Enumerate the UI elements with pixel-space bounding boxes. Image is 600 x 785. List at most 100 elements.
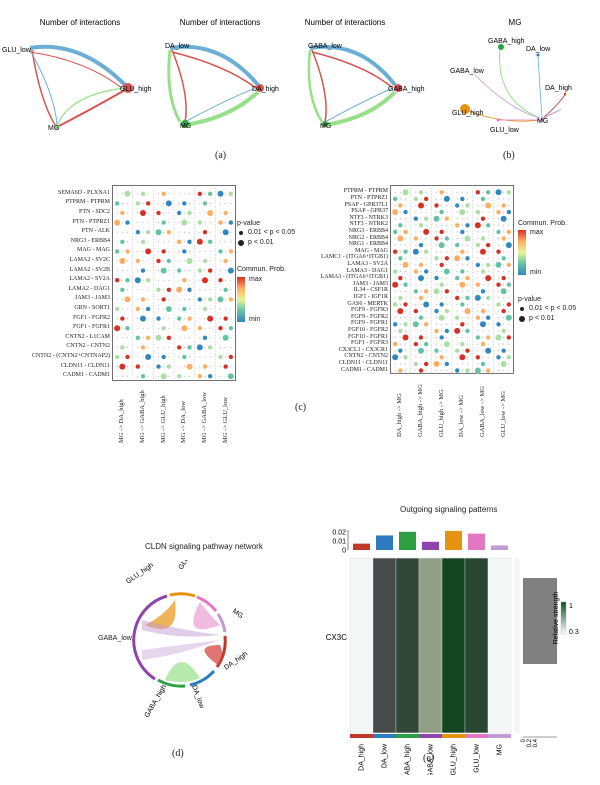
node-label: GLU_high (120, 86, 152, 93)
dotplot-point (423, 196, 429, 202)
dotplot-point (178, 250, 180, 252)
dotplot-point (183, 212, 185, 214)
dotplot-point (209, 250, 211, 252)
dotplot-point (398, 275, 403, 281)
dotplot-point (477, 251, 479, 253)
panel-label: (c) (295, 402, 307, 413)
dotplot-point (505, 314, 512, 321)
dotplot-point (392, 322, 398, 327)
dotplot-point (456, 198, 458, 200)
dotplot-point (220, 346, 221, 348)
dotplot-row-label: FGF10 - FGFR1 (347, 333, 388, 340)
dotplot-col-label: GLU_high -> MG (437, 389, 445, 437)
dotplot-point (220, 270, 221, 272)
dotplot-point (127, 212, 128, 214)
dotplot-point (394, 297, 396, 299)
dotplot-point (444, 236, 450, 241)
dotplot-point (166, 258, 172, 264)
dotplot-point (465, 328, 470, 334)
dotplot-point (127, 366, 128, 368)
dotplot-point (178, 308, 180, 310)
dotplot-point (454, 223, 460, 228)
dotplot-point (415, 257, 417, 259)
dotplot-point (487, 290, 489, 292)
dotplot-point (204, 356, 206, 358)
panel-b-network: MG GABA_high DA_low GABA_low DA_high GLU… (450, 18, 572, 134)
dotplot-point (443, 341, 450, 348)
dotplot-point (454, 295, 460, 301)
dotplot-point (438, 242, 445, 249)
prob-colorbar (518, 230, 526, 275)
dotplot-point (420, 330, 422, 332)
dotplot-point (223, 210, 228, 216)
dotplot-point (399, 337, 401, 338)
bar-tick-label: 0 (342, 548, 346, 555)
dotplot-row-label: CLDN11 - CLDN11 (60, 362, 110, 369)
dotplot-point (441, 350, 443, 352)
dotplot-point (189, 270, 190, 272)
dotplot-point (482, 337, 484, 338)
dotplot-point (461, 205, 463, 206)
panel-label: (a) (215, 150, 227, 161)
dotplot-point (436, 271, 437, 272)
dotplot-point (496, 282, 501, 287)
dotplot-point (415, 277, 417, 279)
dotplot-point (441, 218, 443, 220)
dotplot-point (230, 318, 232, 320)
dotplot-point (204, 346, 206, 348)
dotplot-point (420, 231, 422, 233)
dotplot-point (183, 241, 185, 243)
dotplot-point (498, 370, 499, 371)
dotplot-point (127, 318, 128, 320)
dotplot-point (506, 262, 512, 268)
dotplot-point (222, 229, 229, 236)
dotplot-point (116, 298, 118, 300)
dotplot-point (420, 218, 422, 220)
dotplot-point (209, 222, 211, 224)
dotplot-point (444, 289, 450, 294)
dotplot-point (187, 239, 192, 244)
dotplot-point (147, 193, 149, 195)
dotplot-point (423, 228, 430, 235)
dotplot-point (207, 315, 214, 322)
dotplot-point (116, 318, 118, 320)
dotplot-point (405, 218, 406, 220)
dotplot-point (482, 257, 484, 259)
dotplot-point (475, 315, 481, 320)
dotplot-point (434, 203, 439, 208)
dotplot-point (156, 287, 161, 292)
heatmap-frame (349, 557, 512, 734)
node-label: GLU_high (452, 110, 484, 117)
dotplot-row-label: MAG - MAG (77, 247, 110, 254)
dotplot-point (125, 326, 130, 331)
dotplot-row-label: GAS6 - MERTK (347, 300, 388, 307)
dotplot-point (137, 193, 139, 195)
dotplot-point (218, 326, 223, 331)
dotplot-point (506, 355, 512, 360)
dotplot-point (137, 318, 139, 320)
dotplot-point (228, 191, 234, 196)
dotplot-point (444, 328, 450, 334)
dotplot-point (444, 256, 450, 261)
dotplot-point (460, 322, 465, 327)
dotplot-point (498, 290, 499, 292)
dotplot-point (116, 193, 118, 195)
dotplot-point (475, 262, 481, 268)
dotplot-point (398, 295, 403, 301)
dotplot-point (475, 209, 481, 215)
dotplot-col-label: DA_low -> MG (458, 395, 466, 437)
column-total-bar (353, 543, 370, 550)
dotplot-row-label: JAM3 - JAM3 (74, 295, 110, 302)
bar-tick-label: 0.01 (332, 538, 346, 545)
dotplot-point (503, 251, 505, 253)
dotplot-point (223, 287, 228, 292)
dotplot-point (202, 201, 208, 206)
dotplot-point (456, 251, 458, 253)
dotplot-point (161, 326, 166, 331)
dotplot-point (436, 231, 437, 233)
dotplot-point (501, 203, 506, 208)
dotplot-point (137, 250, 139, 252)
dotplot-point (441, 205, 443, 206)
row-total-bar-strength (523, 578, 557, 664)
dotplot-point (482, 370, 484, 371)
